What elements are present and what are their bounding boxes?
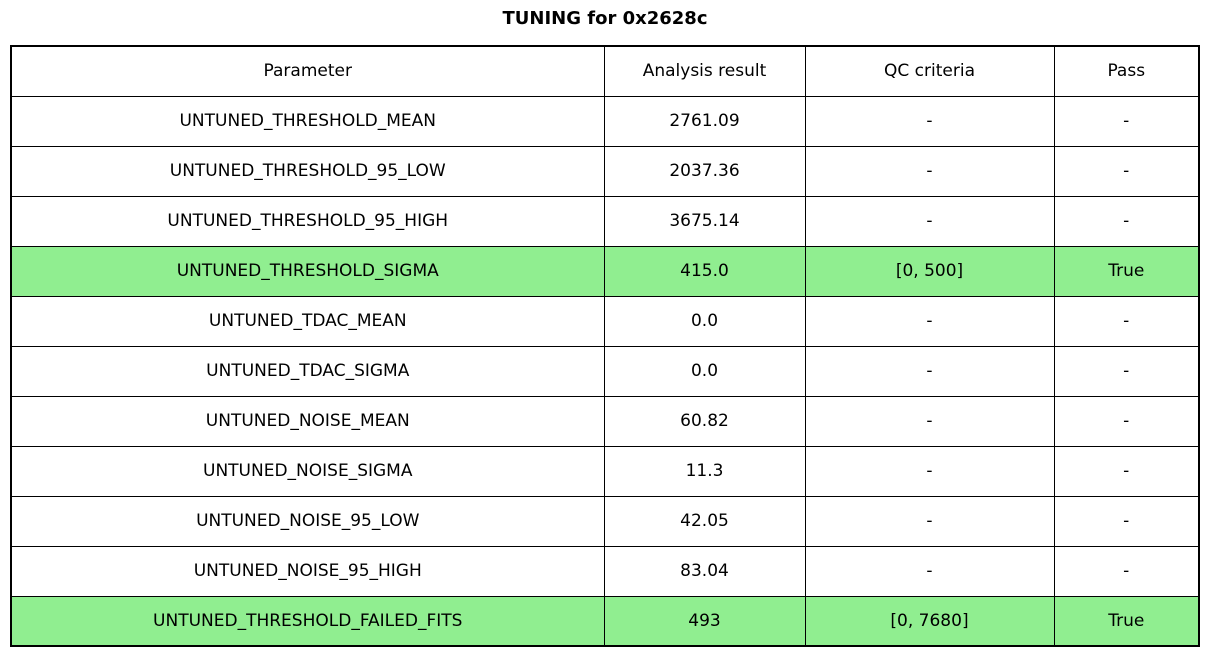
qc-criteria-cell: - — [804, 445, 1055, 497]
parameter-cell: UNTUNED_NOISE_95_HIGH — [10, 545, 605, 597]
analysis-result-cell: 415.0 — [603, 245, 806, 297]
qc-criteria-cell: - — [804, 95, 1055, 147]
parameter-cell: UNTUNED_NOISE_MEAN — [10, 395, 605, 447]
table-row: UNTUNED_THRESHOLD_MEAN 2761.09- - — [10, 95, 1200, 147]
qc-criteria-cell: - — [804, 545, 1055, 597]
column-header-parameter: Parameter — [10, 45, 605, 97]
analysis-result-cell: 0.0 — [603, 345, 806, 397]
analysis-result-cell: 3675.14 — [603, 195, 806, 247]
qc-criteria-cell: - — [804, 495, 1055, 547]
parameter-cell: UNTUNED_TDAC_SIGMA — [10, 345, 605, 397]
qc-criteria-cell: - — [804, 395, 1055, 447]
pass-cell: True — [1053, 595, 1200, 647]
column-header-analysis-result: Analysis result — [603, 45, 806, 97]
analysis-result-cell: 0.0 — [603, 295, 806, 347]
table-header: Parameter Analysis result QC criteria Pa… — [10, 45, 1200, 97]
column-header-qc-criteria: QC criteria — [804, 45, 1055, 97]
pass-cell: - — [1053, 95, 1200, 147]
qc-criteria-cell: [0, 7680] — [804, 595, 1055, 647]
table-row: UNTUNED_THRESHOLD_SIGMA 415.0 [0, 500] True — [10, 245, 1200, 297]
analysis-result-cell: 493 — [603, 595, 806, 647]
pass-cell: - — [1053, 295, 1200, 347]
column-header-pass: Pass — [1053, 45, 1200, 97]
qc-criteria-cell: - — [804, 195, 1055, 247]
table-row: UNTUNED_NOISE_95_HIGH 83.04- - — [10, 545, 1200, 597]
qc-criteria-cell: [0, 500] — [804, 245, 1055, 297]
pass-cell: - — [1053, 495, 1200, 547]
table-row: UNTUNED_THRESHOLD_95_HIGH 3675.14- - — [10, 195, 1200, 247]
table-body: UNTUNED_THRESHOLD_MEAN 2761.09- - UNTUNED_T… — [10, 95, 1200, 647]
analysis-result-cell: 11.3 — [603, 445, 806, 497]
parameter-cell: UNTUNED_THRESHOLD_SIGMA — [10, 245, 605, 297]
parameter-cell: UNTUNED_NOISE_SIGMA — [10, 445, 605, 497]
pass-cell: - — [1053, 445, 1200, 497]
table-row: UNTUNED_TDAC_SIGMA 0.0- - — [10, 345, 1200, 397]
header-row: Parameter Analysis result QC criteria Pa… — [10, 45, 1200, 97]
qc-criteria-cell: - — [804, 145, 1055, 197]
pass-cell: - — [1053, 145, 1200, 197]
analysis-result-cell: 2037.36 — [603, 145, 806, 197]
table-row: UNTUNED_THRESHOLD_FAILED_FITS 493 [0, 7680… — [10, 595, 1200, 647]
parameter-cell: UNTUNED_THRESHOLD_95_LOW — [10, 145, 605, 197]
table-row: UNTUNED_NOISE_95_LOW 42.05- - — [10, 495, 1200, 547]
parameter-cell: UNTUNED_TDAC_MEAN — [10, 295, 605, 347]
table-row: UNTUNED_NOISE_MEAN 60.82- - — [10, 395, 1200, 447]
analysis-result-cell: 60.82 — [603, 395, 806, 447]
qc-criteria-cell: - — [804, 295, 1055, 347]
pass-cell: - — [1053, 345, 1200, 397]
analysis-result-cell: 42.05 — [603, 495, 806, 547]
pass-cell: True — [1053, 245, 1200, 297]
page-title: TUNING for 0x2628c — [502, 8, 708, 29]
analysis-result-cell: 2761.09 — [603, 95, 806, 147]
table-row: UNTUNED_THRESHOLD_95_LOW 2037.36- - — [10, 145, 1200, 197]
parameter-cell: UNTUNED_NOISE_95_LOW — [10, 495, 605, 547]
parameter-cell: UNTUNED_THRESHOLD_95_HIGH — [10, 195, 605, 247]
pass-cell: - — [1053, 545, 1200, 597]
qc-criteria-cell: - — [804, 345, 1055, 397]
parameter-cell: UNTUNED_THRESHOLD_FAILED_FITS — [10, 595, 605, 647]
table-row: UNTUNED_NOISE_SIGMA 11.3- - — [10, 445, 1200, 497]
pass-cell: - — [1053, 195, 1200, 247]
pass-cell: - — [1053, 395, 1200, 447]
table-row: UNTUNED_TDAC_MEAN 0.0- - — [10, 295, 1200, 347]
parameter-cell: UNTUNED_THRESHOLD_MEAN — [10, 95, 605, 147]
qc-results-table: Parameter Analysis result QC criteria Pa… — [10, 45, 1200, 647]
analysis-result-cell: 83.04 — [603, 545, 806, 597]
